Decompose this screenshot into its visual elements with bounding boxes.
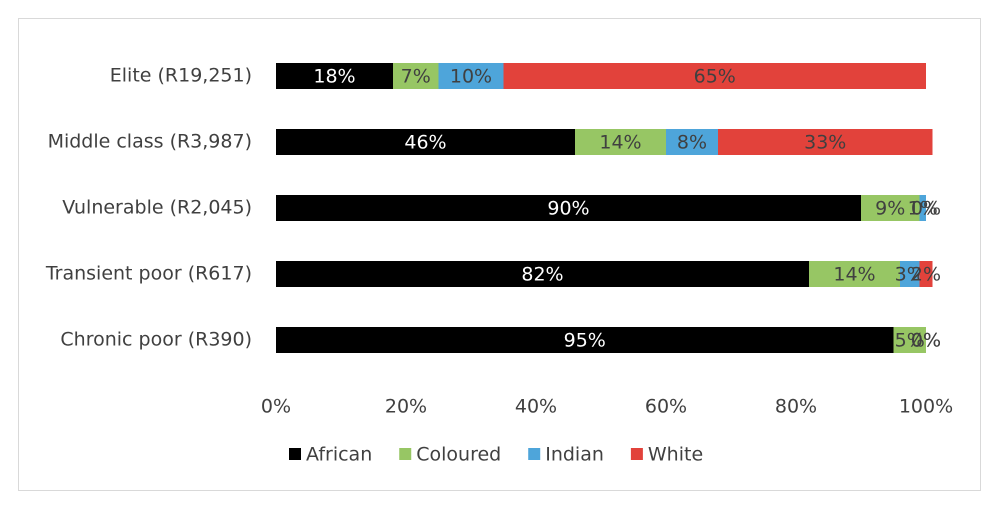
data-label: 10% xyxy=(450,66,492,88)
bar-segment xyxy=(438,63,504,89)
bar-segment xyxy=(276,261,809,287)
y-tick-label: Transient poor (R617) xyxy=(45,263,252,285)
bar-segment xyxy=(276,63,393,89)
bar-segment xyxy=(276,327,894,353)
y-tick-label: Chronic poor (R390) xyxy=(60,329,252,351)
bar-segment xyxy=(718,129,933,155)
legend-label: White xyxy=(648,444,703,466)
bar-segment xyxy=(893,327,926,353)
legend-label: Indian xyxy=(545,444,604,466)
bar-segment xyxy=(919,195,926,221)
data-label: 1% xyxy=(908,198,938,220)
bar-segment xyxy=(900,261,920,287)
x-tick-label: 40% xyxy=(515,396,557,418)
bar-segment xyxy=(393,63,439,89)
bar-segment xyxy=(276,195,861,221)
data-label: 95% xyxy=(564,330,606,352)
data-label: 65% xyxy=(694,66,736,88)
data-label: 90% xyxy=(547,198,589,220)
legend-marker xyxy=(630,448,643,460)
x-tick-label: 60% xyxy=(645,396,687,418)
data-label: 7% xyxy=(401,66,431,88)
data-label: 0% xyxy=(911,330,941,352)
y-tick-label: Middle class (R3,987) xyxy=(48,131,252,153)
data-label: 82% xyxy=(521,264,563,286)
data-label: 2% xyxy=(911,264,941,286)
bar-segment xyxy=(503,63,926,89)
legend-marker xyxy=(289,448,301,460)
data-label: 8% xyxy=(677,132,707,154)
x-tick-label: 20% xyxy=(385,396,427,418)
chart-border xyxy=(18,18,981,491)
data-label: 9% xyxy=(875,198,905,220)
data-label: 0% xyxy=(911,330,941,352)
legend-marker xyxy=(528,448,541,460)
data-label: 5% xyxy=(895,330,925,352)
data-label: 14% xyxy=(599,132,641,154)
legend-label: African xyxy=(306,444,372,466)
data-label: 46% xyxy=(404,132,446,154)
bar-segment xyxy=(575,129,666,155)
bar-segment xyxy=(276,129,575,155)
bar-segment xyxy=(861,195,920,221)
x-tick-label: 100% xyxy=(899,396,953,418)
y-tick-label: Elite (R19,251) xyxy=(110,65,252,87)
x-tick-label: 0% xyxy=(261,396,291,418)
data-label: 3% xyxy=(895,264,925,286)
y-tick-label: Vulnerable (R2,045) xyxy=(62,197,252,219)
x-tick-label: 80% xyxy=(775,396,817,418)
data-label: 18% xyxy=(313,66,355,88)
bar-segment xyxy=(809,261,900,287)
data-label: 14% xyxy=(833,264,875,286)
bar-segment xyxy=(919,261,933,287)
bar-segment xyxy=(666,129,718,155)
data-label: 33% xyxy=(804,132,846,154)
legend-marker xyxy=(399,448,412,460)
legend-label: Coloured xyxy=(416,444,501,466)
data-label: 0% xyxy=(911,198,941,220)
